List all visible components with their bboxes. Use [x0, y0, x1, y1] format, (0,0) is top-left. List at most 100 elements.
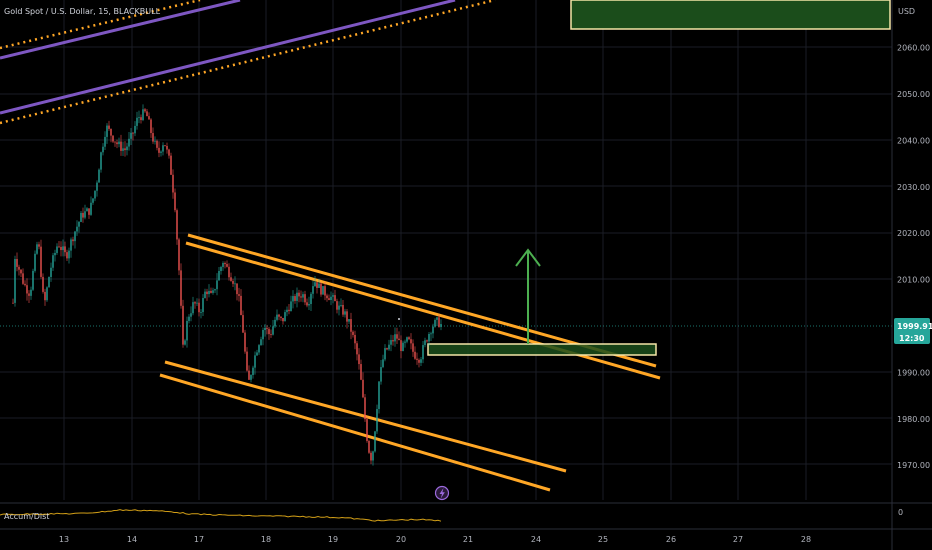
time-axis[interactable]: 13 14 17 18 19 20 21 24 25 26 27 28 [59, 535, 811, 544]
support-zone-box[interactable] [427, 343, 657, 356]
candle-body [336, 301, 338, 310]
candle-body [26, 285, 28, 294]
time-tick-label: 18 [261, 535, 271, 544]
candle-body [368, 440, 370, 453]
channel-lower-line-1[interactable] [159, 373, 551, 492]
candle-body [408, 337, 410, 340]
candle-body [46, 287, 48, 301]
candle-body [156, 140, 158, 148]
candle-body [298, 292, 300, 297]
candle-body [422, 345, 424, 360]
candle-body [248, 370, 250, 380]
candle-body [324, 286, 326, 296]
candle-body [222, 262, 224, 267]
candle-body [104, 136, 106, 147]
time-tick-label: 25 [598, 535, 608, 544]
candle-body [412, 343, 414, 352]
candle-body [410, 339, 412, 344]
candle-body [382, 359, 384, 368]
candle-body [276, 314, 278, 320]
price-badge-countdown: 12:30 [899, 334, 925, 343]
purple-line-lower[interactable] [0, 0, 456, 115]
symbol-title: Gold Spot / U.S. Dollar, 15, BLACKBULL [4, 7, 161, 16]
candle-body [414, 351, 416, 359]
candle-body [392, 340, 394, 342]
candle-body [128, 138, 130, 147]
dotted-line-upper[interactable] [0, 0, 201, 50]
time-tick-label: 14 [127, 535, 137, 544]
candle-body [280, 316, 282, 318]
candle-body [270, 334, 272, 335]
time-tick-label: 19 [328, 535, 338, 544]
purple-trend-lines[interactable] [0, 0, 496, 125]
candle-body [86, 208, 88, 212]
candle-body [320, 283, 322, 295]
candle-body [106, 125, 108, 137]
candle-body [154, 140, 156, 142]
candle-body [18, 266, 20, 270]
price-tick-label: 2040.00 [897, 136, 930, 145]
candle-body [94, 190, 96, 199]
currency-label: USD [898, 7, 915, 16]
candle-body [174, 192, 176, 211]
candle-body [372, 451, 374, 461]
candle-body [294, 296, 296, 301]
candle-body [82, 212, 84, 218]
candle-body [108, 125, 110, 129]
candle-body [98, 169, 100, 183]
lightning-icon[interactable] [434, 485, 450, 501]
candle-body [344, 311, 346, 315]
candle-body [296, 292, 298, 301]
candle-body [70, 239, 72, 251]
candle-body [166, 145, 168, 150]
candle-body [272, 326, 274, 335]
candle-body [116, 142, 118, 145]
candle-body [114, 141, 116, 143]
candle-body [384, 348, 386, 360]
candle-body [290, 301, 292, 312]
grid-vertical [63, 0, 807, 500]
candle-body [428, 334, 430, 342]
resistance-zone-box[interactable] [570, 0, 891, 30]
candle-body [278, 314, 280, 317]
candle-body [434, 319, 436, 327]
candle-body [88, 208, 90, 215]
candle-body [188, 316, 190, 321]
candle-body [78, 221, 80, 227]
candle-body [52, 255, 54, 268]
candle-body [316, 282, 318, 288]
dotted-line-lower[interactable] [0, 0, 496, 125]
candle-body [202, 297, 204, 313]
price-tick-label: 2020.00 [897, 229, 930, 238]
purple-line-upper[interactable] [0, 0, 241, 60]
candle-body [146, 111, 148, 117]
candle-body [330, 296, 332, 300]
candle-body [416, 358, 418, 360]
candle-body [402, 342, 404, 352]
candle-body [360, 364, 362, 380]
candle-body [38, 244, 40, 247]
candle-body [314, 282, 316, 287]
candle-body [430, 333, 432, 335]
candle-body [60, 246, 62, 251]
accum-dist-line [0, 509, 442, 522]
candle-body [130, 132, 132, 139]
up-arrow[interactable] [515, 248, 541, 344]
candle-body [192, 302, 194, 314]
time-tick-label: 17 [194, 535, 204, 544]
candle-body [232, 280, 234, 284]
candle-body [420, 359, 422, 363]
candle-body [354, 334, 356, 344]
candle-body [440, 324, 442, 327]
candle-body [214, 289, 216, 291]
candle-body [218, 271, 220, 281]
candle-body [176, 210, 178, 240]
candle-body [358, 354, 360, 365]
candle-body [134, 125, 136, 134]
candle-body [212, 290, 214, 293]
time-tick-label: 26 [666, 535, 676, 544]
candle-body [366, 419, 368, 441]
